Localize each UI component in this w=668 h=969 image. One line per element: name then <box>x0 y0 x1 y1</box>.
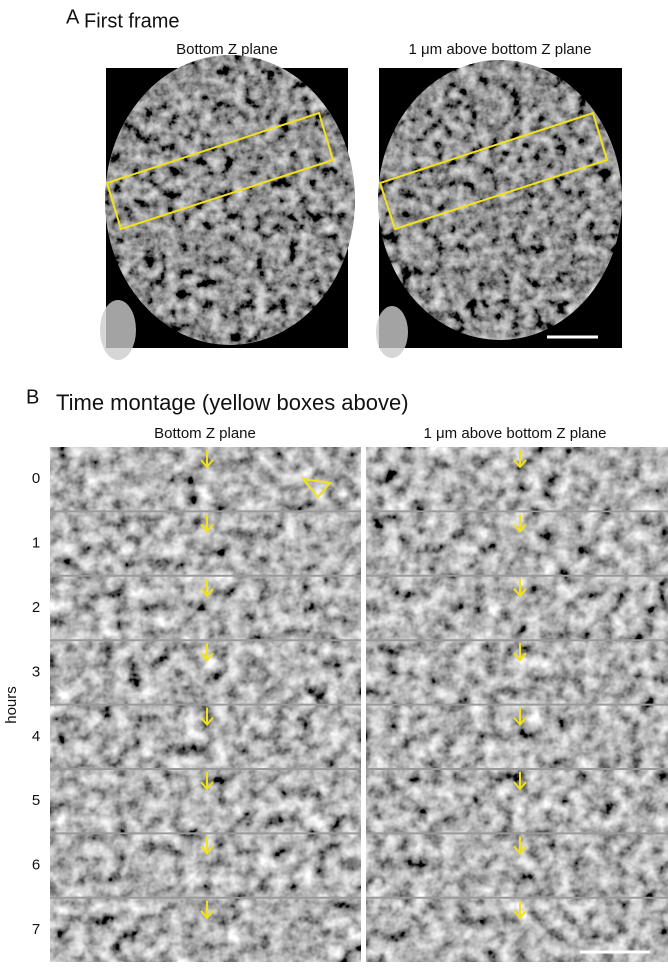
arrow <box>513 514 527 533</box>
arrow <box>513 836 527 855</box>
row-label: 6 <box>32 857 40 874</box>
roi-box <box>105 111 335 231</box>
row-label: 0 <box>32 470 40 487</box>
arrowhead-marker <box>300 477 332 499</box>
row-label: 3 <box>32 663 40 680</box>
arrow <box>513 450 527 469</box>
column-label: 1 μm above bottom Z plane <box>409 41 592 58</box>
arrow <box>513 707 527 727</box>
arrow <box>200 900 214 920</box>
column-label: Bottom Z plane <box>176 41 278 58</box>
arrow <box>200 707 214 727</box>
cell-fragment <box>100 300 136 360</box>
panel-title: First frame <box>84 10 180 32</box>
cell <box>378 60 622 340</box>
panel-label: A <box>66 6 80 28</box>
row-label: 7 <box>32 921 40 938</box>
roi-box <box>378 111 609 231</box>
arrow <box>513 643 527 662</box>
arrow <box>200 772 214 791</box>
arrow <box>200 514 214 533</box>
row-label: 5 <box>32 792 40 809</box>
arrow <box>513 772 527 791</box>
row-label: 4 <box>32 728 40 745</box>
row-label: 1 <box>32 535 40 552</box>
cell-fragment <box>376 306 408 358</box>
montage-rows: 0 1 2 3 4 5 6 7 <box>32 450 668 938</box>
column-label: Bottom Z plane <box>154 425 256 442</box>
axis-label: hours <box>3 686 20 724</box>
arrow <box>200 643 214 662</box>
arrow <box>200 578 214 598</box>
row-label: 2 <box>32 599 40 616</box>
column-label: 1 μm above bottom Z plane <box>424 425 607 442</box>
arrow <box>200 836 214 855</box>
arrow <box>513 900 527 920</box>
cell <box>105 55 355 345</box>
panel-label: B <box>26 386 39 408</box>
arrow <box>200 450 214 469</box>
arrow <box>513 578 527 598</box>
panel-title: Time montage (yellow boxes above) <box>56 390 409 415</box>
